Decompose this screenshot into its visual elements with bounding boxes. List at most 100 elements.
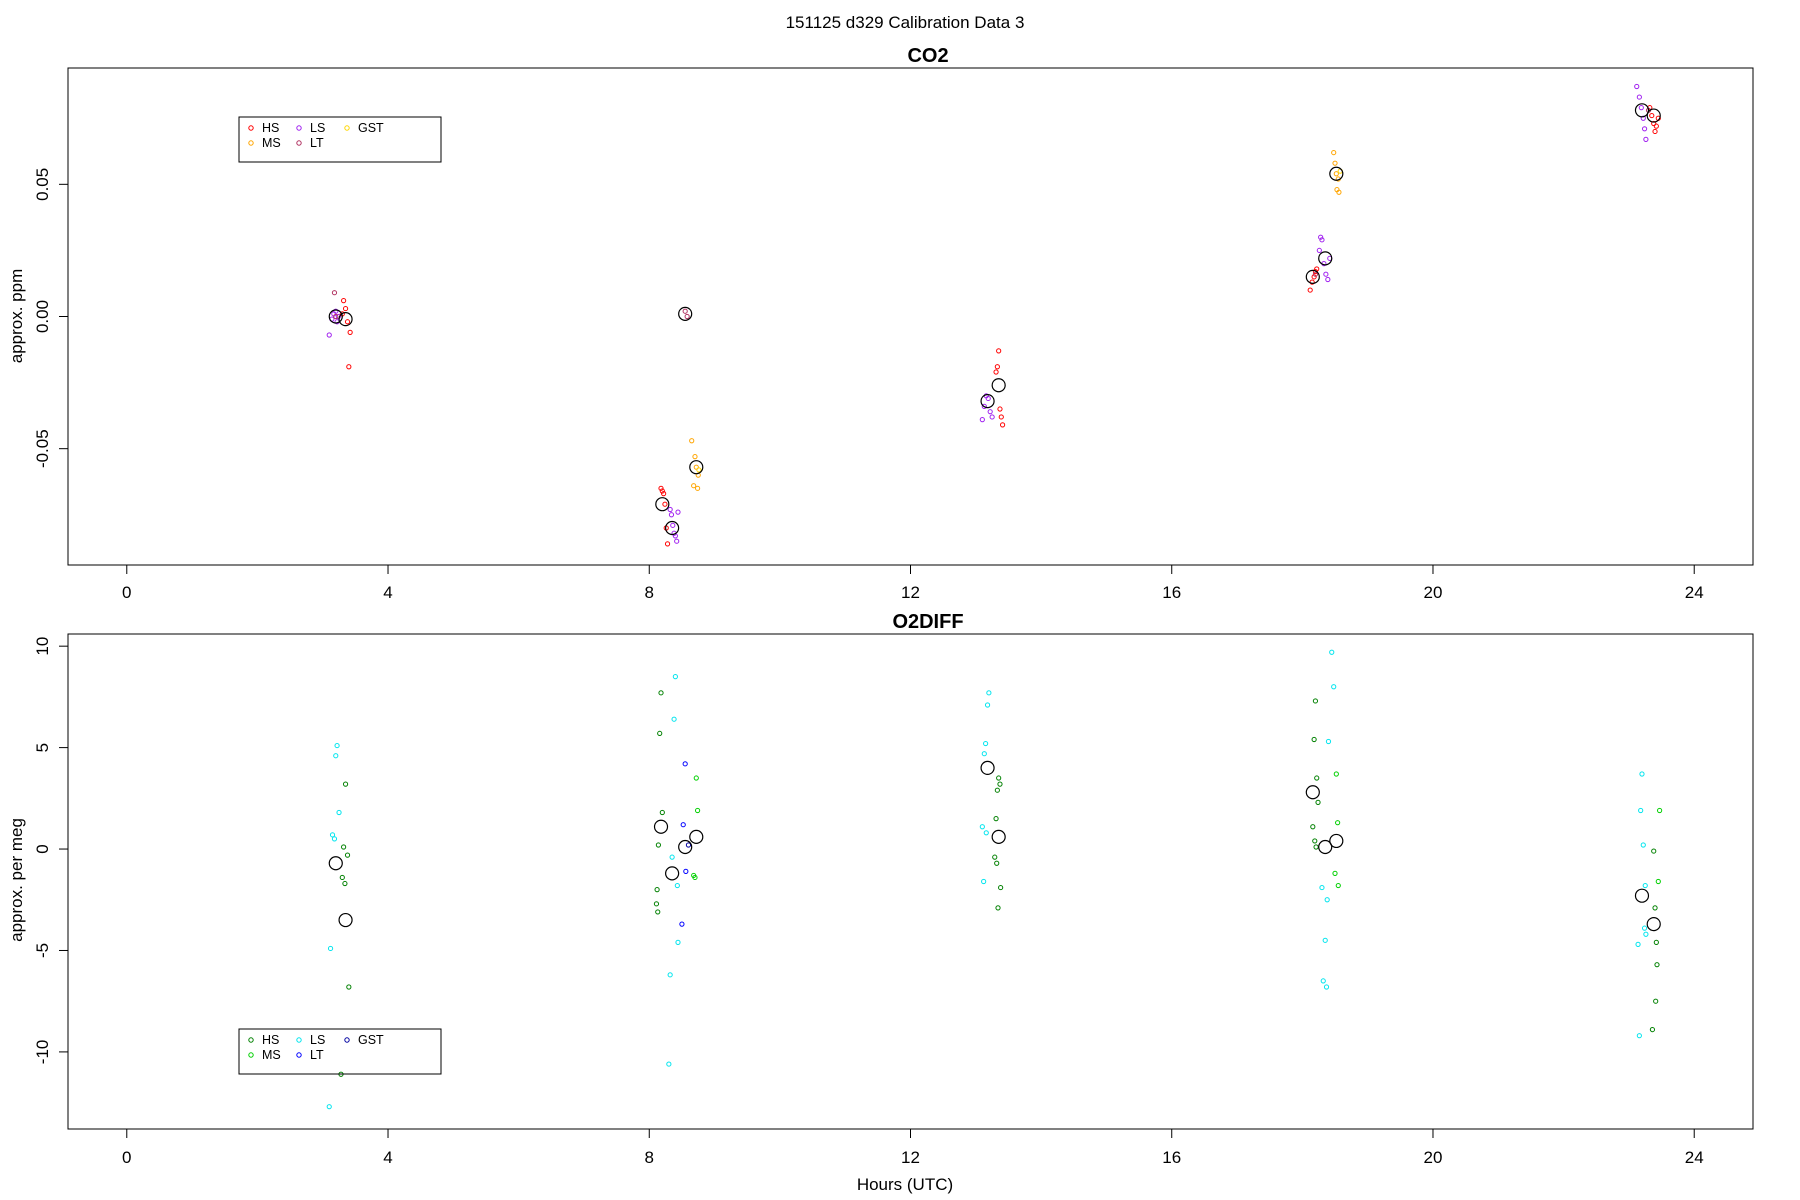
data-point-ms (692, 454, 698, 460)
mean-marker (1329, 833, 1344, 849)
data-point-hs (1313, 844, 1319, 850)
data-point-ms (1335, 820, 1341, 826)
data-point-ms (1335, 882, 1341, 889)
data-point-hs (655, 909, 661, 915)
data-point-hs (992, 854, 998, 860)
data-point-ls (1316, 247, 1322, 254)
data-point-ls (335, 313, 341, 320)
mean-marker (328, 856, 343, 871)
data-point-ls (329, 832, 336, 838)
mean-marker (338, 312, 353, 327)
data-point-hs (655, 842, 662, 848)
chart-title-o2diff: O2DIFF (892, 611, 963, 633)
data-point-hs (657, 730, 663, 737)
y-tick-label: 10 (33, 637, 52, 656)
mean-marker (665, 520, 680, 536)
data-point-ms (1332, 160, 1338, 166)
data-point-ls (983, 740, 989, 747)
mean-marker (980, 760, 995, 775)
data-point-hs (994, 787, 1000, 793)
mean-marker (1305, 785, 1320, 800)
data-point-hs (341, 298, 347, 304)
data-point-ls (1636, 1033, 1642, 1039)
data-point-hs (1653, 123, 1659, 129)
x-axis-label-o2diff: Hours (UTC) (857, 1175, 953, 1194)
data-point-lt (680, 822, 686, 828)
data-point-hs (997, 406, 1003, 412)
legend-marker-gst (344, 1037, 350, 1043)
data-point-hs (342, 781, 349, 787)
legend-marker-hs (248, 1037, 254, 1043)
mean-marker (980, 393, 995, 409)
data-point-ls (1638, 105, 1644, 111)
data-point-ls (668, 512, 675, 518)
data-point-hs (993, 816, 999, 822)
data-point-ls (1642, 882, 1648, 889)
mean-marker (678, 839, 693, 855)
data-point-ms (694, 807, 701, 814)
legend-box-o2diff (238, 1028, 442, 1075)
data-point-ms (691, 872, 697, 879)
data-point-ls (989, 414, 995, 420)
data-point-ls (667, 972, 673, 978)
data-point-gst (696, 467, 702, 473)
data-point-ls (1635, 941, 1641, 947)
legend-label-hs: HS (262, 121, 279, 135)
data-point-ls (1329, 649, 1335, 655)
data-point-hs (998, 414, 1004, 420)
x-tick-label: 16 (1162, 1148, 1181, 1167)
mean-marker (1634, 103, 1650, 118)
data-point-ls (1325, 738, 1332, 745)
data-point-ls (331, 836, 338, 842)
data-point-hs (997, 781, 1003, 787)
data-point-ms (694, 485, 701, 491)
y-tick-label: 0.00 (33, 300, 52, 333)
y-axis-co2: -0.05 0.00 0.05 (33, 168, 69, 468)
data-point-hs (658, 690, 664, 696)
data-point-lt (331, 290, 338, 296)
data-point-hs (342, 880, 348, 887)
data-point-ls (333, 308, 339, 314)
data-point-hs (1652, 905, 1658, 911)
legend-marker-lt (296, 140, 302, 146)
mean-marker (689, 829, 704, 844)
data-point-ls (981, 878, 987, 885)
data-point-hs (654, 887, 660, 893)
x-axis-o2diff: 0 4 8 12 16 20 24 (122, 1128, 1704, 1167)
data-point-hs (994, 860, 1000, 866)
mean-marker (1634, 888, 1650, 903)
data-point-ms (1332, 870, 1338, 876)
mean-marker (655, 497, 670, 512)
data-point-hs (1307, 287, 1313, 293)
mean-marker (665, 866, 680, 881)
data-point-ls (979, 417, 985, 423)
data-point-hs (999, 422, 1006, 428)
data-point-ls (1319, 884, 1325, 891)
data-point-hs (1649, 112, 1655, 119)
data-point-hs (1311, 736, 1317, 743)
data-point-ls (1318, 234, 1324, 240)
data-point-ms (691, 483, 697, 489)
data-point-ls (670, 522, 676, 528)
data-point-hs (659, 488, 665, 494)
mean-marker (1305, 269, 1320, 284)
data-point-ms (1655, 878, 1661, 885)
data-point-ls (983, 830, 989, 836)
data-point-hs (659, 809, 665, 816)
y-tick-label: -10 (33, 1040, 52, 1065)
data-point-ls (327, 945, 334, 952)
data-point-hs (1649, 1026, 1656, 1033)
data-point-hs (347, 329, 353, 335)
data-point-hs (653, 901, 660, 907)
data-point-hs (996, 775, 1002, 781)
data-point-hs (996, 348, 1002, 354)
data-point-ls (675, 509, 681, 515)
data-point-ms (693, 775, 699, 781)
mean-marker (689, 460, 704, 475)
chart-title-co2: CO2 (907, 45, 948, 67)
data-point-hs (1312, 698, 1319, 704)
data-point-ls (985, 395, 991, 402)
legend-marker-ls (296, 1037, 302, 1043)
data-point-hs (995, 905, 1001, 911)
